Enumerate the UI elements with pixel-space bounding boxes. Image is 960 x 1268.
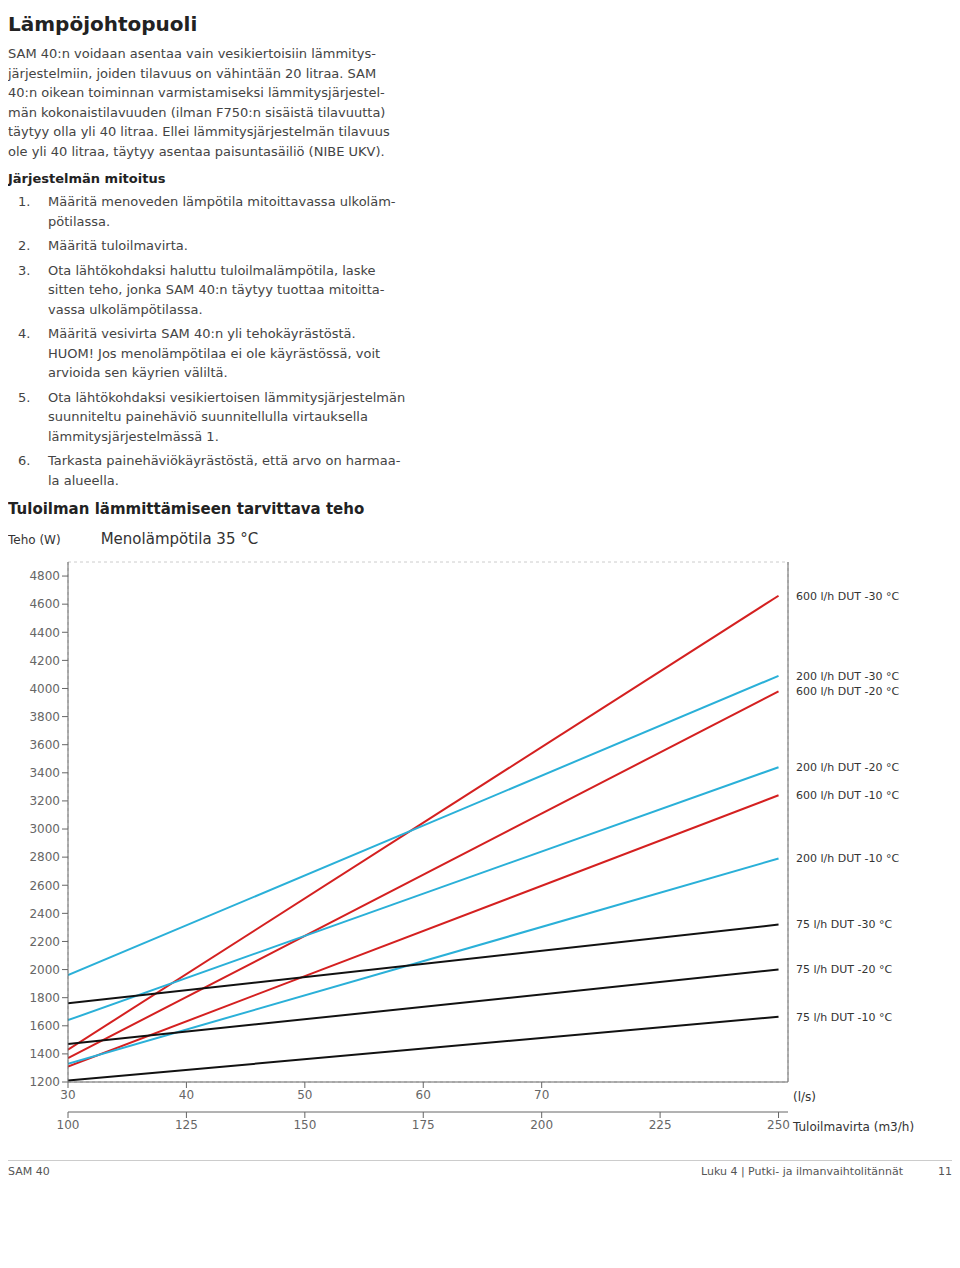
svg-text:70: 70 bbox=[534, 1088, 549, 1102]
html-text:2.: 2. bbox=[18, 238, 31, 253]
svg-text:75 l/h DUT -20 °C: 75 l/h DUT -20 °C bbox=[796, 963, 892, 976]
svg-text:4800: 4800 bbox=[29, 569, 60, 583]
svg-text:600 l/h DUT -30 °C: 600 l/h DUT -30 °C bbox=[796, 590, 899, 603]
svg-text:4200: 4200 bbox=[29, 654, 60, 668]
svg-text:3000: 3000 bbox=[29, 822, 60, 836]
html-text:5.: 5. bbox=[18, 389, 31, 405]
svg-text:200 l/h DUT -20 °C: 200 l/h DUT -20 °C bbox=[796, 761, 899, 774]
svg-text:4000: 4000 bbox=[29, 682, 60, 696]
html-text:Menolämpötila 35 °C: Menolämpötila 35 °C bbox=[100, 530, 259, 548]
html-text:SAM 40:n voidaan asentaa vain: SAM 40:n voidaan asentaa vain vesikierto… bbox=[8, 46, 390, 159]
html-text:4.: 4. bbox=[18, 326, 31, 341]
html-text:Ota lähtökohdaksi vesikiertois: Ota lähtökohdaksi vesikiertoisen lämmity… bbox=[48, 389, 406, 444]
svg-text:4600: 4600 bbox=[29, 597, 60, 611]
html-text:Teho (W): Teho (W) bbox=[8, 533, 61, 547]
svg-text:2600: 2600 bbox=[29, 879, 60, 893]
svg-text:125: 125 bbox=[175, 1118, 198, 1132]
svg-text:200: 200 bbox=[530, 1118, 553, 1132]
svg-text:3600: 3600 bbox=[29, 738, 60, 752]
svg-text:225: 225 bbox=[649, 1118, 672, 1132]
html-text:3.: 3. bbox=[18, 262, 31, 278]
svg-text:4400: 4400 bbox=[29, 626, 60, 640]
html-text:Määritä vesivirta SAM 40:n yli: Määritä vesivirta SAM 40:n yli tehokäyrä… bbox=[48, 326, 381, 380]
svg-text:100: 100 bbox=[57, 1118, 80, 1132]
html-text:Ota lähtökohdaksi haluttu tulo: Ota lähtökohdaksi haluttu tuloilmalämpöt… bbox=[48, 262, 385, 317]
svg-text:2200: 2200 bbox=[29, 935, 60, 949]
svg-text:600 l/h DUT -20 °C: 600 l/h DUT -20 °C bbox=[796, 685, 899, 698]
svg-text:150: 150 bbox=[293, 1118, 316, 1132]
svg-text:60: 60 bbox=[416, 1088, 431, 1102]
html-text:Tuloilman lämmittämiseen tarvi: Tuloilman lämmittämiseen tarvittava teho bbox=[8, 500, 365, 518]
html-text:SAM 40: SAM 40 bbox=[8, 1165, 50, 1178]
html-text:Järjestelmän mitoitus: Järjestelmän mitoitus bbox=[8, 171, 166, 186]
svg-text:2000: 2000 bbox=[29, 963, 60, 977]
svg-text:1200: 1200 bbox=[29, 1075, 60, 1089]
svg-text:2800: 2800 bbox=[29, 850, 60, 864]
svg-text:30: 30 bbox=[60, 1088, 75, 1102]
svg-text:200 l/h DUT -10 °C: 200 l/h DUT -10 °C bbox=[796, 852, 899, 865]
svg-text:1600: 1600 bbox=[29, 1019, 60, 1033]
svg-text:3800: 3800 bbox=[29, 710, 60, 724]
html-text:1.: 1. bbox=[18, 194, 31, 209]
html-text:Tarkasta painehäviökäyrästöstä: Tarkasta painehäviökäyrästöstä, että arv… bbox=[48, 453, 401, 488]
svg-text:50: 50 bbox=[297, 1088, 312, 1102]
html-text:Luku 4 | Putki- ja ilmanvaihto: Luku 4 | Putki- ja ilmanvaihtolitännät 1… bbox=[701, 1165, 952, 1178]
svg-text:250: 250 bbox=[767, 1118, 790, 1132]
html-text:Määritä tuloilmavirta.: Määritä tuloilmavirta. bbox=[48, 238, 188, 253]
svg-text:2400: 2400 bbox=[29, 907, 60, 921]
svg-text:75 l/h DUT -30 °C: 75 l/h DUT -30 °C bbox=[796, 918, 892, 931]
svg-text:1800: 1800 bbox=[29, 991, 60, 1005]
html-text:6.: 6. bbox=[18, 453, 31, 468]
svg-text:200 l/h DUT -30 °C: 200 l/h DUT -30 °C bbox=[796, 670, 899, 683]
svg-text:3200: 3200 bbox=[29, 794, 60, 808]
svg-text:40: 40 bbox=[179, 1088, 194, 1102]
svg-text:75 l/h DUT -10 °C: 75 l/h DUT -10 °C bbox=[796, 1011, 892, 1024]
svg-text:175: 175 bbox=[412, 1118, 435, 1132]
svg-text:(l/s): (l/s) bbox=[793, 1090, 816, 1104]
html-text:Määritä menoveden lämpötila mi: Määritä menoveden lämpötila mitoittavass… bbox=[48, 194, 396, 229]
svg-text:Tuloilmavirta (m3/h): Tuloilmavirta (m3/h) bbox=[792, 1120, 914, 1134]
svg-text:1400: 1400 bbox=[29, 1047, 60, 1061]
html-text:Lämpöjohtopuoli: Lämpöjohtopuoli bbox=[8, 12, 198, 36]
svg-text:600 l/h DUT -10 °C: 600 l/h DUT -10 °C bbox=[796, 789, 899, 802]
svg-text:3400: 3400 bbox=[29, 766, 60, 780]
